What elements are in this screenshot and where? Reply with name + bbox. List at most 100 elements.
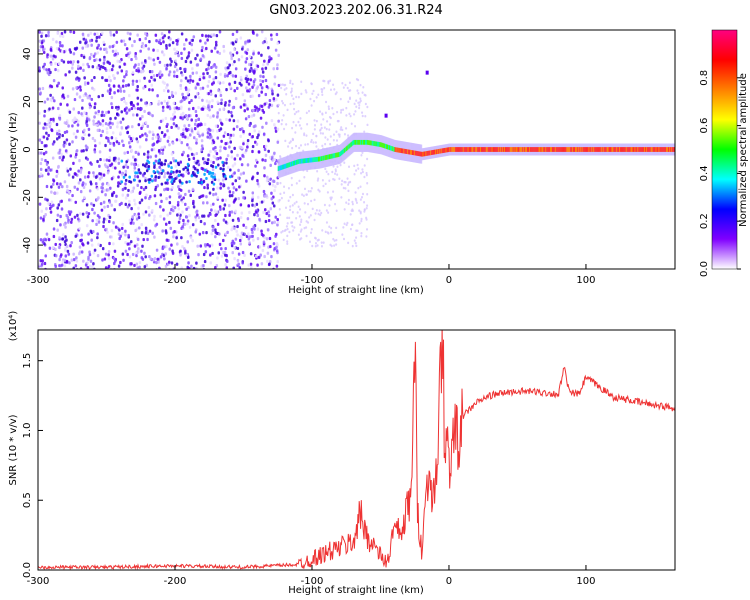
heatmap-cell — [327, 105, 330, 108]
heatmap-cell — [167, 89, 170, 93]
heatmap-cell — [187, 205, 190, 210]
ridge-cell — [556, 147, 559, 152]
heatmap-cell — [346, 86, 349, 90]
heatmap-cell — [275, 98, 278, 102]
heatmap-cell — [183, 97, 186, 101]
spectrogram-y-tick-label: -20 — [22, 189, 33, 205]
heatmap-cell — [79, 178, 82, 182]
heatmap-cell — [273, 220, 276, 224]
heatmap-cell — [195, 71, 198, 75]
heatmap-cell — [279, 213, 282, 217]
heatmap-cell — [282, 114, 285, 117]
heatmap-cell — [224, 232, 227, 236]
heatmap-cell — [117, 161, 121, 165]
heatmap-cell — [271, 201, 275, 205]
heatmap-cell — [267, 149, 270, 153]
heatmap-cell — [55, 182, 59, 186]
heatmap-cell — [276, 220, 280, 224]
ridge-cell — [589, 147, 591, 152]
heatmap-cell — [355, 236, 358, 239]
heatmap-cell — [249, 262, 253, 266]
ridge-cell — [514, 147, 517, 152]
heatmap-cell — [238, 266, 242, 269]
ridge-cell — [424, 151, 427, 157]
heatmap-cell — [54, 61, 57, 66]
heatmap-cell — [122, 165, 125, 169]
ridge-cell — [373, 141, 376, 146]
heatmap-cell — [62, 144, 66, 148]
heatmap-cell — [265, 84, 269, 89]
ridge-cell — [397, 147, 400, 153]
heatmap-cell — [237, 262, 241, 266]
heatmap-cell — [104, 143, 107, 148]
heatmap-cell — [105, 127, 109, 131]
heatmap-cell — [257, 51, 260, 55]
heatmap-cell — [137, 123, 141, 127]
heatmap-cell — [171, 177, 174, 181]
heatmap-cell — [209, 89, 213, 93]
ridge-cell — [670, 147, 673, 152]
ridge-cell — [612, 147, 614, 152]
heatmap-cell — [138, 191, 142, 195]
heatmap-cell — [186, 116, 190, 121]
heatmap-cell — [231, 62, 234, 67]
heatmap-cell — [63, 180, 67, 184]
heatmap-cell — [50, 128, 54, 133]
heatmap-cell — [133, 39, 136, 44]
heatmap-cell — [254, 254, 258, 258]
ridge-cell — [469, 147, 472, 152]
heatmap-cell — [232, 119, 236, 123]
heatmap-cell — [71, 62, 74, 66]
heatmap-cell — [225, 157, 228, 162]
heatmap-cell — [334, 202, 337, 206]
heatmap-cell — [162, 88, 166, 93]
ridge-cell — [347, 144, 350, 150]
heatmap-cell — [110, 105, 114, 110]
heatmap-cell — [259, 78, 262, 83]
heatmap-cell — [78, 159, 81, 163]
heatmap-cell — [181, 245, 184, 249]
heatmap-cell — [49, 168, 52, 172]
spectrogram-x-ticks: -300 -200 -100 0 100 — [27, 264, 596, 286]
ridge-cell — [344, 147, 347, 152]
heatmap-cell — [112, 256, 116, 261]
heatmap-cell — [236, 86, 239, 91]
heatmap-cell — [62, 60, 66, 64]
heatmap-cell — [210, 232, 214, 236]
heatmap-cell — [66, 249, 70, 253]
heatmap-cell — [297, 120, 300, 124]
heatmap-cell — [165, 238, 169, 242]
heatmap-cell — [315, 145, 318, 148]
heatmap-cell — [271, 183, 275, 187]
ridge-cell — [280, 165, 283, 171]
heatmap-cell — [81, 212, 85, 216]
heatmap-cell — [183, 124, 186, 128]
heatmap-cell — [194, 109, 198, 114]
heatmap-cell — [47, 172, 50, 176]
heatmap-cell — [119, 234, 122, 238]
heatmap-cell — [192, 106, 195, 111]
ridge-cell — [367, 140, 370, 145]
ridge-cell — [540, 147, 543, 152]
heatmap-cell — [172, 101, 176, 105]
ridge-cell — [597, 147, 599, 152]
heatmap-cell — [355, 229, 358, 232]
heatmap-cell — [144, 226, 148, 230]
ridge-cell — [621, 147, 623, 152]
heatmap-cell — [128, 199, 131, 204]
heatmap-cell — [39, 172, 43, 176]
ridge-cell — [362, 139, 364, 145]
heatmap-cell — [108, 200, 112, 204]
heatmap-cell — [187, 123, 191, 128]
heatmap-cell — [148, 88, 151, 92]
heatmap-cell — [222, 81, 225, 85]
heatmap-cell — [73, 97, 77, 102]
heatmap-cell — [229, 168, 232, 172]
heatmap-cell — [54, 55, 57, 59]
ridge-cell — [509, 147, 512, 152]
heatmap-cell — [309, 214, 312, 217]
heatmap-cell — [320, 126, 323, 130]
heatmap-cell — [261, 41, 265, 45]
heatmap-cell — [292, 102, 295, 105]
heatmap-cell — [218, 30, 222, 34]
